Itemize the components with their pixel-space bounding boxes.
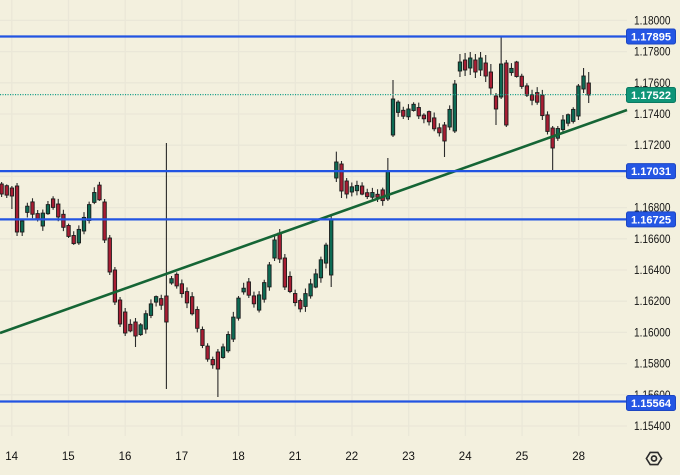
- svg-text:1.15800: 1.15800: [634, 359, 671, 371]
- svg-text:1.16600: 1.16600: [634, 234, 671, 246]
- svg-text:1.16400: 1.16400: [634, 265, 671, 277]
- svg-text:16: 16: [119, 451, 132, 463]
- svg-text:1.18000: 1.18000: [634, 15, 671, 27]
- svg-text:25: 25: [516, 451, 529, 463]
- svg-text:1.15400: 1.15400: [634, 421, 671, 433]
- svg-text:1.17800: 1.17800: [634, 47, 671, 59]
- svg-text:21: 21: [289, 451, 302, 463]
- svg-text:1.17400: 1.17400: [634, 109, 671, 121]
- svg-text:15: 15: [62, 451, 75, 463]
- svg-text:1.17031: 1.17031: [631, 166, 671, 178]
- svg-text:1.16000: 1.16000: [634, 327, 671, 339]
- svg-text:14: 14: [5, 451, 18, 463]
- svg-text:1.16200: 1.16200: [634, 296, 671, 308]
- svg-text:1.15564: 1.15564: [631, 398, 672, 410]
- svg-text:1.17522: 1.17522: [631, 90, 671, 102]
- svg-text:23: 23: [402, 451, 415, 463]
- svg-text:28: 28: [572, 451, 585, 463]
- svg-text:18: 18: [232, 451, 245, 463]
- svg-text:22: 22: [345, 451, 358, 463]
- svg-text:24: 24: [459, 451, 472, 463]
- svg-text:17: 17: [175, 451, 188, 463]
- svg-text:1.17895: 1.17895: [631, 32, 671, 44]
- svg-text:1.17600: 1.17600: [634, 78, 671, 90]
- svg-text:1.17200: 1.17200: [634, 140, 671, 152]
- svg-text:1.16725: 1.16725: [631, 214, 671, 226]
